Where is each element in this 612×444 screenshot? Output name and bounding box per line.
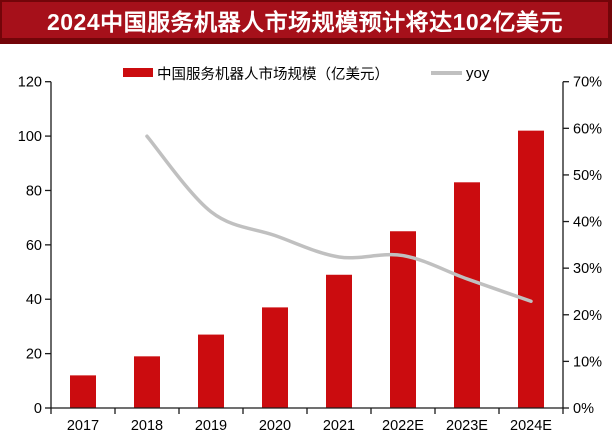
bar-2023E — [454, 182, 480, 408]
bar-2018 — [134, 356, 160, 408]
yoy-line — [145, 134, 533, 304]
x-axis-label-2017: 2017 — [67, 418, 99, 434]
x-axis-label-2024E: 2024E — [510, 418, 552, 434]
left-axis-tick-label: 20 — [26, 347, 42, 363]
right-axis-tick-label: 30% — [573, 261, 602, 277]
combo-chart: 中国服务机器人市场规模（亿美元） yoy 0 20 40 60 80 100 120 0% 10% 2… — [18, 65, 602, 434]
x-axis-label-2020: 2020 — [259, 418, 291, 434]
left-axis-tick-label: 60 — [26, 238, 42, 254]
right-axis-tick-label: 0% — [573, 401, 594, 417]
right-axis-tick-label: 20% — [573, 308, 602, 324]
legend-bar-label: 中国服务机器人市场规模（亿美元） — [157, 66, 389, 83]
right-axis-tick-label: 70% — [573, 75, 602, 91]
bar-2024E — [518, 130, 544, 408]
bar-2019 — [198, 334, 224, 408]
legend-bar-swatch — [123, 68, 153, 77]
chart-title: 2024中国服务机器人市场规模预计将达102亿美元 — [46, 9, 564, 35]
left-axis-tick-label: 0 — [34, 401, 42, 417]
right-axis-tick-label: 50% — [573, 168, 602, 184]
left-axis-tick-label: 100 — [18, 129, 42, 145]
right-axis-tick-label: 40% — [573, 215, 602, 231]
x-axis-label-2019: 2019 — [195, 418, 227, 434]
bar-2021 — [326, 274, 352, 408]
bar-2020 — [262, 307, 288, 408]
x-axis-label-2018: 2018 — [131, 418, 163, 434]
left-axis-tick-label: 80 — [26, 183, 42, 199]
right-axis-tick-label: 10% — [573, 354, 602, 370]
x-axis-label-2021: 2021 — [323, 418, 355, 434]
left-axis-tick-label: 120 — [18, 75, 42, 91]
legend-yoy-label: yoy — [466, 65, 490, 82]
x-axis-label-2023E: 2023E — [446, 418, 488, 434]
bar-2022E — [390, 231, 416, 408]
title-bar: 2024中国服务机器人市场规模预计将达102亿美元 — [0, 0, 612, 44]
bar-2017 — [70, 375, 96, 408]
x-axis-label-2022E: 2022E — [382, 418, 424, 434]
left-axis-tick-label: 40 — [26, 292, 42, 308]
right-axis-tick-label: 60% — [573, 121, 602, 137]
